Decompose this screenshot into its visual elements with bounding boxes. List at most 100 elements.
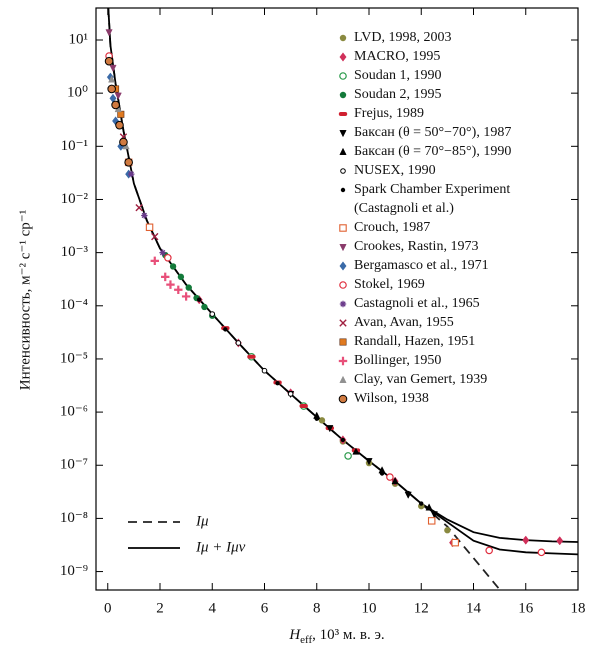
legend-label: LVD, 1998, 2003 bbox=[354, 30, 452, 45]
marker-shape bbox=[537, 548, 546, 557]
x-label-rest: , 10³ м. в. э. bbox=[312, 627, 385, 643]
marker bbox=[151, 232, 159, 241]
legend-label: Баксан (θ = 70°−85°), 1990 bbox=[354, 144, 512, 159]
legend-entry: Stokel, 1969 bbox=[336, 275, 576, 294]
marker bbox=[352, 447, 360, 455]
marker-shape bbox=[109, 64, 117, 73]
marker-shape bbox=[161, 272, 170, 282]
legend-entry: LVD, 1998, 2003 bbox=[336, 28, 576, 47]
y-tick-label: 10⁻³ bbox=[61, 244, 89, 260]
legend-marker bbox=[339, 91, 347, 99]
marker-shape bbox=[145, 223, 154, 232]
legend-marker bbox=[339, 319, 347, 327]
marker-shape bbox=[338, 356, 348, 366]
marker bbox=[339, 34, 347, 42]
marker bbox=[107, 84, 116, 94]
marker bbox=[108, 75, 116, 83]
marker bbox=[164, 253, 172, 262]
marker-shape bbox=[326, 425, 334, 433]
marker-shape bbox=[386, 473, 394, 481]
x-tick-label: 14 bbox=[466, 600, 482, 616]
marker bbox=[124, 158, 133, 167]
marker bbox=[338, 112, 348, 116]
marker-shape bbox=[318, 417, 326, 424]
marker-shape bbox=[105, 29, 113, 37]
legend-marker bbox=[339, 300, 347, 308]
marker-shape bbox=[124, 158, 133, 167]
legend-entry: Clay, van Gemert, 1939 bbox=[336, 370, 576, 389]
marker-shape bbox=[340, 187, 346, 193]
legend-label: Soudan 2, 1995 bbox=[354, 87, 442, 102]
marker bbox=[340, 187, 346, 193]
marker bbox=[365, 458, 373, 466]
marker bbox=[419, 501, 424, 506]
marker bbox=[261, 367, 268, 374]
marker bbox=[105, 29, 113, 37]
marker bbox=[451, 538, 459, 547]
y-tick-label: 10⁻⁶ bbox=[60, 404, 88, 420]
legend-label: Wilson, 1938 bbox=[354, 391, 429, 406]
marker bbox=[318, 417, 326, 424]
marker bbox=[141, 212, 148, 219]
x-label-main: H bbox=[288, 627, 301, 643]
marker bbox=[339, 147, 347, 155]
legend-marker bbox=[339, 130, 347, 138]
marker-shape bbox=[119, 137, 128, 147]
marker-shape bbox=[174, 285, 183, 294]
legend-label: Spark Chamber Experiment (Castagnoli et … bbox=[354, 182, 511, 216]
curve-legend-label: Iμ bbox=[195, 513, 209, 529]
marker-shape bbox=[223, 327, 228, 332]
curve-legend-label: Iμ + Iμν bbox=[195, 539, 246, 555]
marker bbox=[427, 517, 436, 525]
legend-marker bbox=[339, 244, 347, 252]
marker-shape bbox=[339, 34, 347, 42]
marker-shape bbox=[128, 170, 135, 178]
legend-entry: NUSEX, 1990 bbox=[336, 161, 576, 180]
x-tick-label: 2 bbox=[156, 600, 164, 616]
marker-shape bbox=[104, 56, 114, 66]
legend-entry: Баксан (θ = 50°−70°), 1987 bbox=[336, 123, 576, 142]
marker-shape bbox=[339, 261, 347, 271]
y-tick-label: 10⁻⁹ bbox=[60, 563, 88, 579]
legend-entry: Баксан (θ = 70°−85°), 1990 bbox=[336, 142, 576, 161]
marker bbox=[386, 473, 394, 481]
marker bbox=[166, 280, 175, 289]
y-tick-label: 10⁻⁴ bbox=[60, 297, 88, 313]
marker-shape bbox=[339, 300, 347, 308]
marker-shape bbox=[111, 100, 120, 110]
marker-shape bbox=[352, 447, 360, 455]
marker-shape bbox=[339, 338, 347, 346]
legend-label: NUSEX, 1990 bbox=[354, 163, 436, 178]
marker bbox=[247, 354, 256, 359]
marker bbox=[109, 64, 117, 73]
legend-entry: Castagnoli et al., 1965 bbox=[336, 294, 576, 313]
marker-shape bbox=[169, 263, 177, 270]
marker bbox=[128, 170, 135, 178]
marker-shape bbox=[150, 256, 159, 266]
legend-label: Crouch, 1987 bbox=[354, 220, 431, 235]
x-tick-label: 10 bbox=[362, 600, 377, 616]
x-tick-label: 4 bbox=[209, 600, 217, 616]
legend-entry: Soudan 2, 1995 bbox=[336, 85, 576, 104]
marker bbox=[339, 319, 347, 327]
marker bbox=[340, 437, 346, 443]
marker bbox=[556, 536, 564, 546]
marker bbox=[145, 223, 154, 232]
marker bbox=[169, 263, 177, 270]
marker-shape bbox=[339, 147, 347, 155]
marker-shape bbox=[115, 120, 124, 130]
marker-shape bbox=[339, 281, 347, 289]
x-tick-label: 12 bbox=[414, 600, 429, 616]
marker-shape bbox=[314, 416, 319, 421]
marker bbox=[115, 120, 124, 130]
marker-shape bbox=[340, 168, 346, 174]
marker-shape bbox=[556, 536, 564, 546]
marker-shape bbox=[141, 212, 148, 219]
legend-entry: Spark Chamber Experiment (Castagnoli et … bbox=[336, 180, 576, 218]
marker-shape bbox=[107, 84, 116, 94]
legend-marker bbox=[340, 187, 346, 193]
marker bbox=[340, 168, 346, 174]
marker bbox=[430, 511, 438, 519]
marker-shape bbox=[344, 452, 352, 460]
